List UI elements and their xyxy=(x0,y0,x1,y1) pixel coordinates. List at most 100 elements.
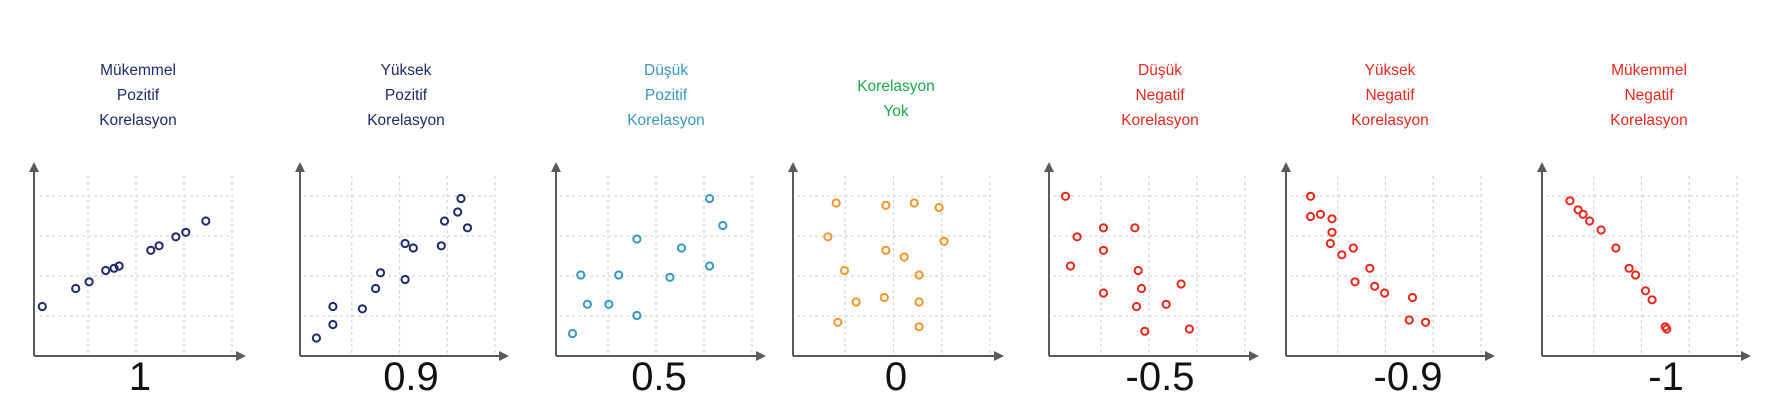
panel-title-line: Pozitif xyxy=(384,87,428,104)
data-point xyxy=(899,252,909,262)
panel-title-line: Pozitif xyxy=(644,87,688,104)
data-point xyxy=(939,236,949,246)
data-point xyxy=(1348,243,1358,253)
data-point xyxy=(567,328,578,339)
data-point xyxy=(1350,277,1360,287)
panel-title-line: Negatif xyxy=(1135,87,1185,104)
data-point xyxy=(453,207,463,217)
panel-title: Mükemmel Pozitif Korelasyon xyxy=(48,58,228,133)
data-point xyxy=(833,317,843,327)
x-axis-arrow-icon xyxy=(1485,351,1495,361)
data-point xyxy=(456,193,466,204)
data-point xyxy=(1407,292,1418,303)
scatter-panel xyxy=(1044,162,1259,361)
x-axis-arrow-icon xyxy=(756,351,766,361)
data-point xyxy=(1365,263,1375,273)
data-point xyxy=(851,297,861,307)
data-point xyxy=(879,292,889,303)
panel-title-line: Düşük xyxy=(1138,62,1182,79)
y-axis-arrow-icon xyxy=(1044,162,1054,172)
y-axis-arrow-icon xyxy=(551,162,561,172)
data-point xyxy=(462,223,473,233)
panel-title-line: Korelasyon xyxy=(1610,112,1688,129)
y-axis-arrow-icon xyxy=(295,162,305,172)
data-point xyxy=(1315,209,1326,219)
data-point xyxy=(1060,191,1071,201)
data-point xyxy=(1624,263,1634,273)
data-point xyxy=(718,220,728,231)
data-point xyxy=(1098,245,1109,255)
data-point xyxy=(839,265,850,276)
data-point xyxy=(1662,324,1672,334)
scatter-panel xyxy=(551,162,766,361)
scatter-panel xyxy=(295,162,509,361)
data-point xyxy=(114,261,124,271)
data-point xyxy=(1184,324,1195,334)
data-point xyxy=(1631,270,1641,280)
data-point xyxy=(1380,288,1390,298)
panel-title-line: Korelasyon xyxy=(367,112,445,129)
data-point xyxy=(400,274,410,285)
data-point xyxy=(1306,191,1316,201)
data-point xyxy=(400,238,410,249)
panel-title-line: Pozitif xyxy=(116,87,160,104)
scatter-panel xyxy=(29,162,246,361)
data-point xyxy=(357,304,367,314)
panel-title-line: Mükemmel xyxy=(1611,62,1687,79)
x-axis-arrow-icon xyxy=(1741,351,1751,361)
correlation-value: -0.9 xyxy=(1373,355,1443,399)
x-axis-arrow-icon xyxy=(236,351,246,361)
data-point xyxy=(101,265,111,276)
data-point xyxy=(1585,216,1595,226)
data-point xyxy=(171,232,181,242)
panel-title-line: Korelasyon xyxy=(99,112,177,129)
x-axis-arrow-icon xyxy=(1249,351,1259,361)
y-axis-arrow-icon xyxy=(1537,162,1547,172)
data-point xyxy=(676,243,687,253)
panel-title-line: Yüksek xyxy=(1364,62,1416,79)
data-point xyxy=(84,277,94,287)
data-point xyxy=(1640,286,1651,296)
data-point xyxy=(311,333,321,343)
data-point xyxy=(1404,315,1414,325)
data-point xyxy=(1098,223,1109,233)
scatter-panel xyxy=(788,162,1004,361)
panel-title-line: Mükemmel xyxy=(100,62,176,79)
data-point xyxy=(439,216,450,226)
scatter-panel xyxy=(1537,162,1751,361)
data-point xyxy=(582,299,593,309)
panel-title-line: Negatif xyxy=(1365,87,1415,104)
data-point xyxy=(1370,281,1380,291)
data-point xyxy=(934,202,944,213)
data-point xyxy=(665,272,675,282)
data-point xyxy=(632,234,642,244)
panel-title: Yüksek Pozitif Korelasyon xyxy=(316,58,496,133)
data-point xyxy=(1130,223,1140,233)
data-point xyxy=(146,245,156,255)
data-point xyxy=(914,322,924,332)
data-point xyxy=(604,299,614,309)
data-point xyxy=(1136,283,1147,294)
panel-title-line: Düşük xyxy=(644,62,688,79)
data-point xyxy=(109,263,119,273)
panel-title: Yüksek Negatif Korelasyon xyxy=(1300,58,1480,133)
data-point xyxy=(1421,317,1431,327)
data-point xyxy=(576,270,586,280)
panel-title: Düşük Negatif Korelasyon xyxy=(1070,58,1250,133)
x-axis-arrow-icon xyxy=(499,351,509,361)
data-point xyxy=(375,268,386,278)
data-point xyxy=(614,270,624,280)
data-point xyxy=(632,310,642,321)
data-point xyxy=(705,261,715,271)
data-point xyxy=(1131,301,1142,312)
correlation-value: 0.5 xyxy=(631,355,687,399)
data-point xyxy=(328,319,338,330)
data-point xyxy=(328,301,338,312)
data-point xyxy=(1596,225,1606,235)
data-point xyxy=(1327,227,1337,237)
data-point xyxy=(201,216,211,226)
data-point xyxy=(181,227,191,237)
y-axis-arrow-icon xyxy=(1281,162,1291,172)
